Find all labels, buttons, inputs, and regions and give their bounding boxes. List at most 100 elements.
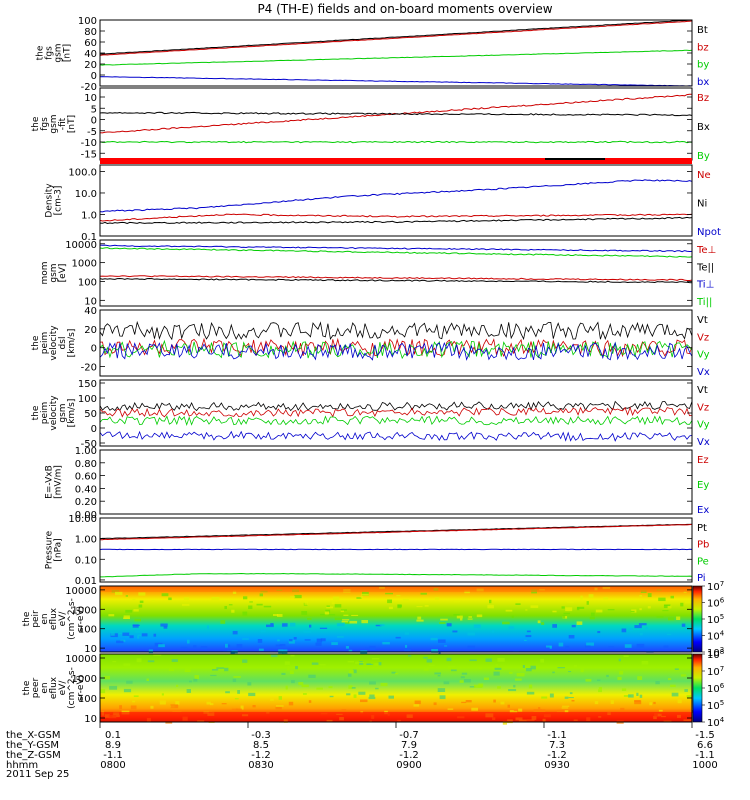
- y-tick-label: 40: [84, 306, 97, 317]
- y-axis-label: [nPa]: [54, 538, 64, 561]
- spectrogram-texture: [540, 658, 545, 663]
- y-tick-label: 1000: [72, 605, 97, 616]
- spectrogram-texture: [130, 705, 137, 710]
- panel-5: 40 20 0 -20 the peim velocity dsl [km/s] Vt Vz Vy Vx: [31, 306, 710, 378]
- spectrogram-texture: [231, 708, 238, 710]
- spectrogram-texture: [316, 687, 323, 690]
- spectrogram-texture: [345, 646, 349, 649]
- spectrogram-texture: [515, 678, 522, 681]
- spectrogram-texture: [146, 678, 149, 681]
- y-tick-label: 1000: [72, 259, 97, 270]
- spectrogram-texture: [658, 597, 666, 602]
- spectrogram-texture: [595, 609, 603, 613]
- spectrogram-texture: [564, 710, 569, 713]
- spectrogram-texture: [303, 693, 307, 695]
- series-Ti-line: [99, 244, 693, 253]
- panel-frame: [99, 449, 693, 515]
- spectrogram-texture: [561, 707, 569, 709]
- spectrogram-texture: [684, 627, 688, 631]
- y-tick-label: -5: [87, 127, 97, 138]
- spectrogram-texture: [668, 617, 675, 621]
- spectrogram-texture: [508, 689, 517, 692]
- spectrogram-texture: [558, 642, 564, 647]
- colorbar-exponent: 5: [720, 699, 724, 707]
- spectrogram-texture: [573, 665, 577, 668]
- spectrogram-texture: [580, 668, 584, 673]
- series-Ti-line: [99, 247, 693, 258]
- spectrogram-texture: [485, 658, 492, 662]
- legend-Bt: Bt: [697, 25, 708, 36]
- spectrogram-texture: [397, 604, 402, 608]
- ephemeris-value: 0800: [100, 760, 125, 771]
- series-Bt-line: [99, 19, 692, 55]
- spectrogram-texture: [161, 693, 164, 696]
- spectrogram-texture: [404, 648, 411, 652]
- spectrogram-low-band: [100, 712, 692, 722]
- series-Ne-line: [99, 213, 693, 222]
- ephemeris-value: -1.1: [103, 750, 123, 761]
- spectrogram-texture: [586, 642, 594, 646]
- spectrogram-texture: [341, 609, 347, 611]
- spectrogram-texture: [502, 721, 507, 725]
- spectrogram-texture: [468, 616, 472, 618]
- y-axis-label: en: [40, 682, 50, 693]
- spectrogram-texture: [104, 675, 110, 680]
- spectrogram-texture: [233, 676, 241, 678]
- spectrogram-texture: [591, 612, 595, 617]
- spectrogram-texture: [639, 608, 642, 611]
- spectrogram-texture: [260, 629, 266, 633]
- spectrogram-texture: [431, 649, 438, 653]
- spectrogram-texture: [340, 610, 344, 613]
- spectrogram-texture: [277, 599, 280, 603]
- y-axis-label: the: [36, 45, 46, 60]
- spectrogram-texture: [479, 667, 482, 670]
- spectrogram-texture: [168, 668, 174, 671]
- spectrogram-texture: [285, 685, 288, 690]
- spectrogram-texture: [438, 639, 446, 643]
- spectrogram-texture: [206, 701, 211, 705]
- y-tick-label: 10.00: [68, 514, 97, 525]
- spectrogram-texture: [165, 721, 173, 724]
- spectrogram-texture: [206, 625, 209, 629]
- spectrogram-texture: [341, 620, 349, 623]
- spectrogram-texture: [467, 618, 473, 620]
- y-axis-label: Pressure: [45, 530, 55, 569]
- legend-Vx: Vx: [697, 437, 710, 448]
- spectrogram-texture: [670, 595, 674, 599]
- date-label: 2011 Sep 25: [6, 769, 69, 780]
- spectrogram-texture: [228, 604, 233, 606]
- spectrogram-texture: [653, 701, 656, 705]
- y-tick-label: 100.0: [68, 167, 97, 178]
- spectrogram-texture: [437, 675, 441, 677]
- spectrogram-texture: [237, 690, 240, 694]
- spectrogram-texture: [664, 604, 671, 606]
- spectrogram-texture: [603, 597, 609, 600]
- spectrogram-texture: [125, 609, 133, 613]
- spectrogram-texture: [193, 645, 197, 648]
- legend-Vt: Vt: [697, 315, 708, 326]
- spectrogram-texture: [509, 710, 518, 714]
- spectrogram-texture: [608, 646, 615, 648]
- spectrogram-texture: [324, 611, 329, 615]
- spectrogram-texture: [168, 597, 172, 601]
- spectrogram-texture: [489, 599, 492, 604]
- legend-Ni: Ni: [697, 199, 707, 210]
- spectrogram-texture: [469, 686, 476, 688]
- y-axis-label: [nT]: [67, 115, 77, 133]
- spectrogram-texture: [443, 681, 450, 685]
- spectrogram-texture: [320, 613, 326, 616]
- spectrogram-texture: [452, 630, 458, 633]
- ephemeris-row-label: the_X-GSM: [6, 730, 60, 741]
- y-tick-label: 0.80: [75, 459, 97, 470]
- spectrogram-texture: [433, 702, 437, 706]
- spectrogram-texture: [598, 687, 602, 690]
- y-tick-label: 0.1: [81, 232, 97, 243]
- flag-bar-red: [100, 158, 692, 164]
- spectrogram-texture: [497, 658, 505, 662]
- spectrogram-texture: [290, 654, 295, 657]
- spectrogram-texture: [438, 651, 441, 655]
- y-axis-label: eV/: [58, 680, 68, 696]
- spectrogram-texture: [511, 615, 514, 618]
- legend-Vt: Vt: [697, 385, 708, 396]
- legend-Bx: Bx: [697, 122, 710, 133]
